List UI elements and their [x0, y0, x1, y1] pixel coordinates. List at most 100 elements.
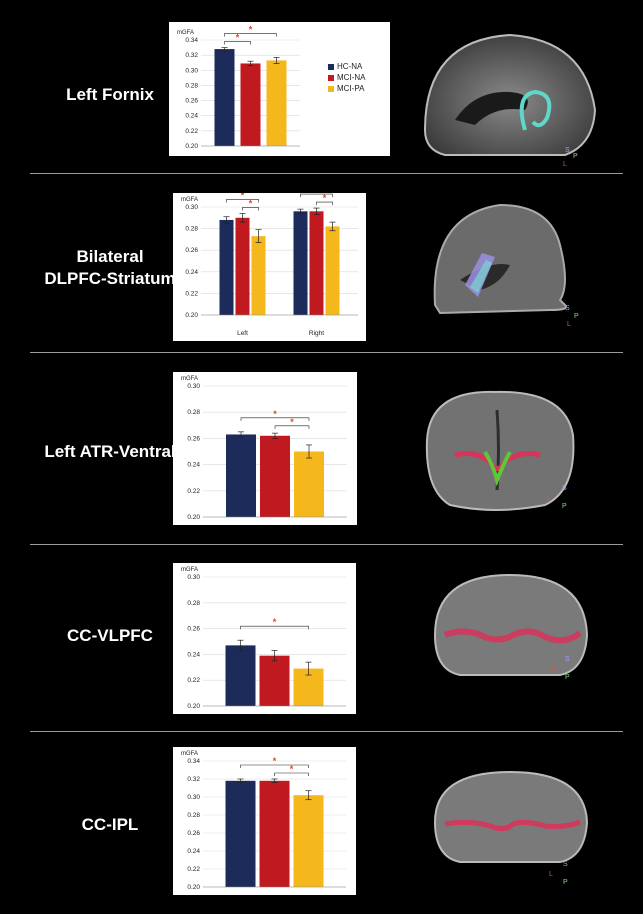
chart-svg: mGFA 0.20 0.22 0.24 0.26 0.28 0.30 * *	[181, 376, 347, 521]
orientation-label: P	[562, 503, 567, 510]
significance-star: *	[323, 193, 327, 203]
y-tick-label: 0.20	[187, 514, 200, 521]
bar	[259, 780, 290, 887]
significance-star: *	[290, 764, 294, 774]
y-axis-label: mGFA	[181, 567, 198, 573]
y-tick-label: 0.28	[187, 600, 200, 607]
legend-item: HC-NA	[328, 61, 365, 72]
y-tick-label: 0.28	[185, 82, 198, 89]
legend-swatch	[328, 63, 334, 70]
legend: HC-NA MCI-NA MCI-PA	[328, 61, 365, 94]
y-tick-label: 0.24	[185, 269, 198, 276]
orientation-label: L	[567, 321, 571, 328]
orientation-label: L	[547, 495, 551, 502]
y-tick-label: 0.22	[185, 128, 198, 135]
significance-bracket	[242, 207, 259, 211]
brain-image-cc-vlpfc: S L P	[433, 573, 589, 681]
y-axis-label: mGFA	[181, 751, 198, 757]
orientation-label: S	[563, 861, 568, 868]
y-tick-label: 0.20	[187, 884, 200, 891]
significance-star: *	[315, 193, 319, 195]
legend-item: MCI-PA	[328, 83, 365, 94]
orientation-label: L	[549, 871, 553, 878]
orientation-label: S	[565, 656, 570, 663]
significance-bracket	[240, 417, 310, 421]
significance-star: *	[236, 33, 240, 43]
bar	[225, 645, 256, 706]
significance-star: *	[273, 617, 277, 627]
chart-left-atr-ventral: mGFA 0.20 0.22 0.24 0.26 0.28 0.30 * *	[173, 372, 357, 525]
bar	[309, 211, 324, 315]
bar	[226, 434, 256, 517]
chart-svg: mGFA 0.20 0.22 0.24 0.26 0.28 0.30 0.32 0.34 * *	[181, 751, 346, 891]
row-label-left-atr-ventral: Left ATR-Ventral	[44, 442, 176, 461]
y-tick-label: 0.26	[185, 247, 198, 254]
legend-swatch	[328, 74, 334, 81]
legend-label: MCI-NA	[337, 73, 366, 82]
y-tick-label: 0.26	[187, 830, 200, 837]
significance-star: *	[241, 193, 245, 200]
brain-image-left-atr-ventral: S L P	[425, 390, 575, 511]
brain-image-cc-ipl: S L P	[433, 770, 589, 886]
bar	[294, 451, 324, 517]
bar	[259, 655, 290, 706]
orientation-label: P	[565, 674, 570, 681]
orientation-label: S	[565, 305, 570, 312]
significance-bracket	[300, 193, 333, 198]
bar	[225, 780, 256, 887]
orientation-label: P	[573, 153, 578, 160]
y-axis-label: mGFA	[181, 376, 198, 382]
row-label-dlpfc-striatum: Bilateral DLPFC-Striatum	[44, 247, 176, 288]
significance-bracket	[226, 199, 259, 203]
significance-star: *	[249, 25, 253, 35]
y-tick-label: 0.24	[185, 113, 198, 120]
row-label-cc-ipl: CC-IPL	[81, 815, 139, 834]
significance-bracket	[240, 764, 309, 768]
significance-bracket	[240, 625, 309, 630]
significance-star: *	[273, 409, 277, 419]
bar	[325, 226, 340, 315]
y-tick-label: 0.32	[187, 776, 200, 783]
y-tick-label: 0.20	[187, 703, 200, 710]
chart-cc-ipl: mGFA 0.20 0.22 0.24 0.26 0.28 0.30 0.32 0.34 * *	[173, 747, 356, 895]
row-label-left-fornix: Left Fornix	[66, 85, 154, 104]
significance-bracket	[274, 425, 310, 429]
chart-dlpfc-striatum: mGFA 0.20 0.22 0.24 0.26 0.28 0.30 Left Right * * *…	[173, 193, 366, 341]
legend-item: MCI-NA	[328, 72, 365, 83]
chart-left-fornix: mGFA 0.20 0.22 0.24 0.26 0.28 0.30 0.32 0.34 * *	[169, 22, 390, 156]
y-tick-label: 0.22	[185, 290, 198, 297]
legend-swatch	[328, 85, 334, 92]
category-label: Left	[237, 330, 248, 337]
y-tick-label: 0.22	[187, 488, 200, 495]
significance-bracket	[224, 41, 251, 45]
chart-svg: mGFA 0.20 0.22 0.24 0.26 0.28 0.30 0.32 0.34 * *	[177, 25, 300, 150]
legend-label: MCI-PA	[337, 84, 365, 93]
y-tick-label: 0.24	[187, 462, 200, 469]
chart-svg: mGFA 0.20 0.22 0.24 0.26 0.28 0.30 Left Right * * *…	[181, 193, 358, 337]
row-divider	[30, 173, 623, 174]
y-tick-label: 0.30	[187, 794, 200, 801]
significance-star: *	[249, 198, 253, 208]
y-tick-label: 0.28	[187, 812, 200, 819]
y-tick-label: 0.24	[187, 848, 200, 855]
y-tick-label: 0.22	[187, 677, 200, 684]
orientation-label: L	[563, 161, 567, 168]
row-divider	[30, 352, 623, 353]
bar	[240, 63, 261, 146]
row-label-cc-vlpfc: CC-VLPFC	[67, 626, 153, 645]
brain-image-dlpfc-striatum: S P L	[433, 203, 579, 328]
y-tick-label: 0.30	[187, 574, 200, 581]
significance-star: *	[290, 417, 294, 427]
chart-cc-vlpfc: mGFA 0.20 0.22 0.24 0.26 0.28 0.30 *	[173, 563, 356, 714]
y-tick-label: 0.22	[187, 866, 200, 873]
y-tick-label: 0.28	[185, 226, 198, 233]
y-tick-label: 0.30	[185, 204, 198, 211]
y-tick-label: 0.32	[185, 52, 198, 59]
y-tick-label: 0.34	[187, 758, 200, 765]
y-tick-label: 0.24	[187, 651, 200, 658]
significance-star: *	[273, 756, 277, 766]
significance-bracket	[224, 33, 277, 37]
y-axis-label: mGFA	[177, 30, 194, 36]
y-axis-label: mGFA	[181, 197, 198, 203]
orientation-label: P	[563, 879, 568, 886]
